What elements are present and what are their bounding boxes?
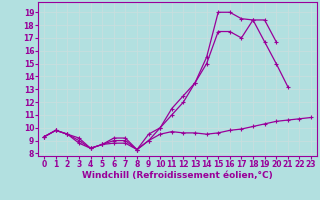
X-axis label: Windchill (Refroidissement éolien,°C): Windchill (Refroidissement éolien,°C) [82, 171, 273, 180]
